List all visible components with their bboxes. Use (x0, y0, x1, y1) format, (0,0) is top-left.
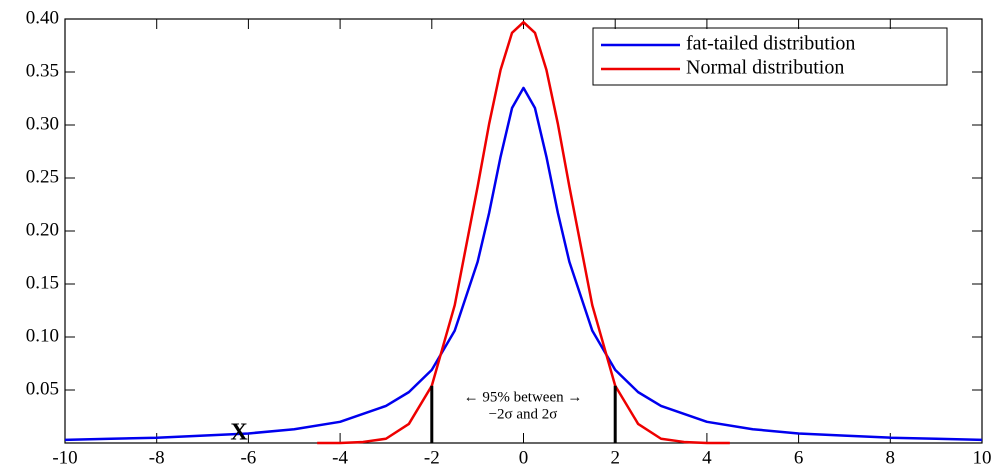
annotation: −2σ and 2σ (489, 406, 558, 422)
y-tick-label: 0.10 (26, 325, 59, 346)
y-tick-label: 0.15 (26, 272, 59, 293)
x-tick-label: 6 (794, 447, 804, 468)
x-tick-label: 8 (886, 447, 896, 468)
y-tick-label: 0.20 (26, 219, 59, 240)
series-line (64, 86, 983, 442)
x-tick-label: -2 (424, 447, 440, 468)
x-tick-label: -6 (240, 447, 256, 468)
series-line (317, 20, 730, 445)
x-tick-label: -8 (149, 447, 165, 468)
legend-label: Normal distribution (686, 57, 844, 79)
legend-box (592, 27, 948, 86)
y-tick-label: 0.25 (26, 166, 59, 187)
legend-label: fat-tailed distribution (686, 33, 855, 55)
x-tick-label: 10 (973, 447, 992, 468)
x-tick-label: -10 (52, 447, 77, 468)
x-tick-label: 2 (610, 447, 620, 468)
y-tick-label: 0.05 (26, 378, 59, 399)
x-tick-label: 0 (519, 447, 529, 468)
y-tick-label: 0.40 (26, 7, 59, 28)
y-tick-label: 0.35 (26, 60, 59, 81)
x-tick-label: 4 (702, 447, 712, 468)
annotation: ← 95% between → (464, 389, 583, 405)
x-tick-label: -4 (332, 447, 348, 468)
y-tick-label: 0.30 (26, 113, 59, 134)
annotation-marker: X (230, 420, 248, 446)
